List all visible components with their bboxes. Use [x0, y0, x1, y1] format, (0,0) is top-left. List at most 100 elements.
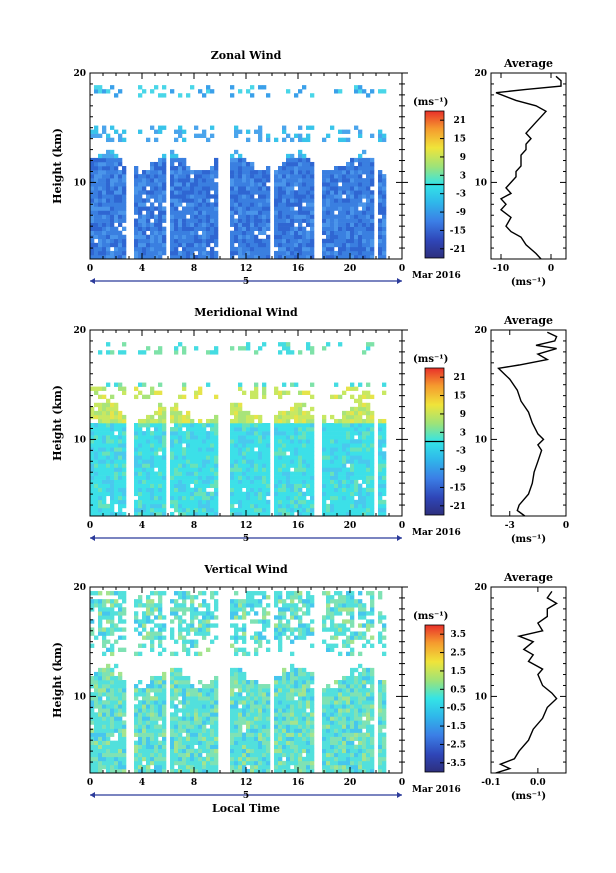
heatmap-cell — [354, 439, 359, 444]
heatmap-cell — [110, 692, 115, 697]
heatmap-cell — [158, 599, 163, 604]
heatmap-cell — [282, 182, 287, 187]
heatmap-cell — [122, 447, 127, 452]
heatmap-cell — [146, 475, 151, 480]
heatmap-cell — [154, 137, 159, 143]
heatmap-cell — [186, 174, 191, 179]
heatmap-cell — [358, 157, 363, 163]
heatmap-cell — [370, 507, 375, 513]
heatmap-cell — [114, 712, 119, 717]
heatmap-cell — [242, 700, 247, 705]
heatmap-cell — [366, 246, 371, 252]
heatmap-cell — [158, 623, 163, 628]
heatmap-cell — [106, 443, 111, 448]
heatmap-cell — [194, 611, 199, 616]
heatmap-cell — [142, 459, 147, 464]
heatmap-cell — [146, 170, 151, 175]
heatmap-cell — [274, 696, 279, 701]
heatmap-cell — [118, 732, 123, 737]
heatmap-cell — [154, 487, 159, 493]
heatmap-cell — [94, 483, 99, 488]
heatmap-cell — [118, 479, 123, 484]
heatmap-cell — [170, 222, 175, 227]
heatmap-cell — [274, 198, 279, 203]
heatmap-cell — [102, 631, 107, 636]
heatmap-cell — [230, 254, 235, 260]
heatmap-cell — [106, 402, 111, 408]
heatmap-cell — [94, 728, 99, 733]
heatmap-cell — [146, 740, 151, 745]
x-tick-label: 12 — [240, 521, 253, 531]
heatmap-cell — [306, 194, 311, 199]
heatmap-cell — [230, 406, 235, 412]
heatmap-cell — [294, 234, 299, 240]
heatmap-cell — [306, 390, 311, 395]
panel-title: Zonal Wind — [211, 49, 282, 62]
heatmap-cell — [106, 724, 111, 729]
heatmap-cell — [322, 186, 327, 191]
heatmap-cell — [246, 129, 251, 134]
heatmap-cell — [294, 423, 299, 428]
heatmap-cell — [334, 463, 339, 468]
heatmap-cell — [342, 511, 347, 517]
heatmap-cell — [246, 443, 251, 448]
heatmap-cell — [290, 479, 295, 484]
heatmap-cell — [154, 744, 159, 750]
heatmap-cell — [358, 214, 363, 219]
heatmap-cell — [102, 238, 107, 244]
heatmap-cell — [170, 254, 175, 260]
heatmap-cell — [234, 615, 239, 620]
heatmap-cell — [274, 471, 279, 476]
heatmap-cell — [358, 414, 363, 420]
heatmap-cell — [258, 226, 263, 231]
heatmap-cell — [198, 174, 203, 179]
heatmap-cell — [94, 479, 99, 484]
heatmap-cell — [90, 736, 95, 741]
heatmap-cell — [254, 511, 259, 517]
heatmap-cell — [106, 382, 111, 387]
heatmap-cell — [234, 692, 239, 697]
heatmap-cell — [122, 202, 127, 207]
heatmap-cell — [326, 178, 331, 183]
colorbar-tick-label: -9 — [456, 465, 466, 475]
heatmap-cell — [274, 732, 279, 737]
heatmap-cell — [266, 507, 271, 513]
heatmap-cell — [174, 218, 179, 223]
heatmap-cell — [242, 511, 247, 517]
heatmap-cell — [302, 435, 307, 440]
heatmap-cell — [310, 238, 315, 244]
heatmap-cell — [354, 238, 359, 244]
heatmap-cell — [262, 194, 267, 199]
heatmap-cell — [94, 125, 99, 130]
heatmap-cell — [214, 198, 219, 203]
heatmap-cell — [282, 218, 287, 223]
heatmap-cell — [102, 210, 107, 215]
heatmap-cell — [238, 157, 243, 163]
heatmap-cell — [174, 712, 179, 717]
heatmap-cell — [378, 443, 383, 448]
heatmap-cell — [230, 736, 235, 741]
heatmap-cell — [254, 439, 259, 444]
heatmap-cell — [382, 137, 387, 143]
heatmap-cell — [142, 756, 147, 762]
heatmap-cell — [174, 720, 179, 725]
heatmap-cell — [262, 250, 267, 256]
heatmap-cell — [250, 390, 255, 395]
heatmap-cell — [214, 435, 219, 440]
heatmap-cell — [174, 688, 179, 693]
heatmap-cell — [114, 93, 119, 98]
heatmap-cell — [238, 190, 243, 195]
x-tick-label: 12 — [240, 264, 253, 274]
heatmap-cell — [362, 451, 367, 456]
x-tick-label: 0 — [87, 264, 93, 274]
heatmap-cell — [138, 459, 143, 464]
heatmap-cell — [122, 174, 127, 179]
colorbar-unit: (ms⁻¹) — [413, 354, 448, 365]
heatmap-cell — [174, 455, 179, 460]
heatmap-cell — [106, 418, 111, 424]
heatmap-cell — [178, 447, 183, 452]
heatmap-cell — [170, 157, 175, 163]
heatmap-cell — [250, 716, 255, 721]
heatmap-cell — [102, 234, 107, 240]
heatmap-cell — [146, 495, 151, 501]
